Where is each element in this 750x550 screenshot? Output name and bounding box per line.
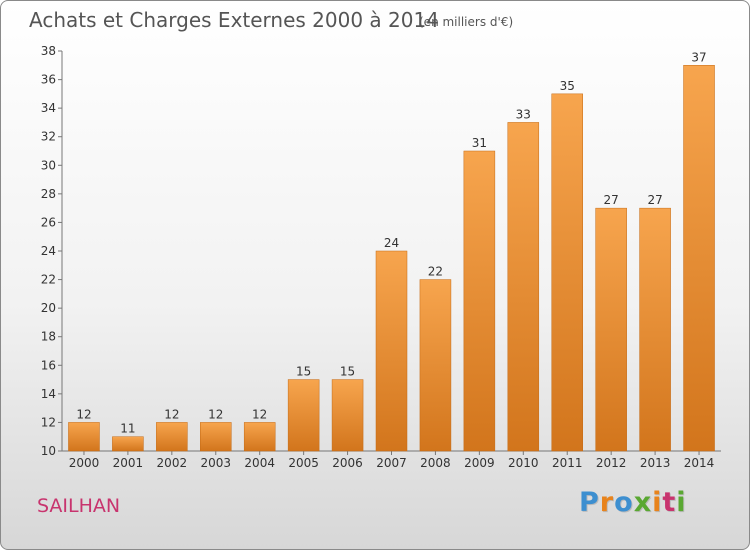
logo-letter: i [676, 487, 687, 518]
value-label-2001: 11 [120, 422, 135, 436]
value-label-2002: 12 [164, 407, 179, 421]
y-tick-label: 36 [41, 73, 56, 87]
x-tick-label-2006: 2006 [332, 456, 363, 470]
x-tick-label-2001: 2001 [113, 456, 144, 470]
x-tick-label-2011: 2011 [552, 456, 583, 470]
y-tick-label: 28 [41, 187, 56, 201]
axes: 10 12 14 16 18 20 22 24 26 28 30 32 34 36 38 2000 2001 20… [41, 44, 721, 470]
x-tick-label-2009: 2009 [464, 456, 495, 470]
x-tick-label-2000: 2000 [69, 456, 100, 470]
value-label-2011: 35 [560, 79, 575, 93]
x-tick-label-2004: 2004 [244, 456, 275, 470]
y-tick-label: 18 [41, 330, 56, 344]
bar-2002 [156, 422, 188, 452]
bar-2003 [200, 422, 232, 452]
x-tick-label-2013: 2013 [640, 456, 671, 470]
value-label-2005: 15 [296, 365, 311, 379]
bar-2000 [68, 422, 100, 452]
logo-letter: r [599, 487, 615, 518]
value-label-2013: 27 [647, 193, 662, 207]
y-tick-label: 24 [41, 244, 56, 258]
bar-2013 [639, 207, 671, 452]
value-label-2007: 24 [384, 236, 399, 250]
logo-letter: t [662, 487, 677, 518]
bar-2008 [419, 279, 452, 452]
y-tick-label: 30 [41, 158, 56, 172]
y-tick-label: 22 [41, 273, 56, 287]
y-tick-label: 12 [41, 415, 56, 429]
proxiti-logo: Proxiti [579, 487, 687, 518]
y-tick-label: 26 [41, 215, 56, 229]
value-labels: 12 11 12 12 12 15 15 24 22 31 33 35 27 27 37 [76, 50, 706, 435]
y-tick-label: 16 [41, 358, 56, 372]
bar-2001 [112, 436, 144, 452]
bar-2009 [463, 150, 496, 452]
value-label-2014: 37 [691, 50, 706, 64]
logo-letter: x [633, 487, 653, 518]
logo-letter: o [614, 487, 634, 518]
value-label-2000: 12 [76, 407, 91, 421]
value-label-2004: 12 [252, 407, 267, 421]
logo-letter: P [579, 487, 600, 518]
bar-2014 [683, 65, 715, 452]
logo-letter: i [652, 487, 663, 518]
value-label-2009: 31 [472, 136, 487, 150]
y-tick-label: 10 [41, 444, 56, 458]
commune-name: SAILHAN [37, 495, 121, 517]
chart-subtitle: (en milliers d'€) [419, 15, 513, 29]
x-tick-label-2007: 2007 [376, 456, 407, 470]
bar-2005 [287, 379, 320, 452]
x-tick-label-2003: 2003 [200, 456, 231, 470]
bars [68, 65, 715, 452]
y-tick-label: 34 [41, 101, 56, 115]
x-tick-label-2008: 2008 [420, 456, 451, 470]
bar-2006 [331, 379, 364, 452]
bar-2010 [507, 122, 540, 452]
x-tick-label-2012: 2012 [596, 456, 627, 470]
y-tick-label: 32 [41, 130, 56, 144]
bar-2004 [243, 422, 276, 452]
x-tick-label-2014: 2014 [684, 456, 715, 470]
value-label-2012: 27 [604, 193, 619, 207]
value-label-2006: 15 [340, 365, 355, 379]
x-tick-label-2002: 2002 [157, 456, 188, 470]
value-label-2003: 12 [208, 407, 223, 421]
x-tick-label-2010: 2010 [508, 456, 539, 470]
chart-title: Achats et Charges Externes 2000 à 2014 [29, 8, 439, 32]
x-tick-label-2005: 2005 [288, 456, 319, 470]
y-tick-label: 14 [41, 387, 56, 401]
value-label-2008: 22 [428, 265, 443, 279]
value-label-2010: 33 [516, 107, 531, 121]
y-tick-label: 38 [41, 44, 56, 58]
y-tick-label: 20 [41, 301, 56, 315]
bar-2007 [375, 250, 408, 452]
bar-2011 [551, 93, 583, 452]
bar-2012 [595, 207, 627, 452]
